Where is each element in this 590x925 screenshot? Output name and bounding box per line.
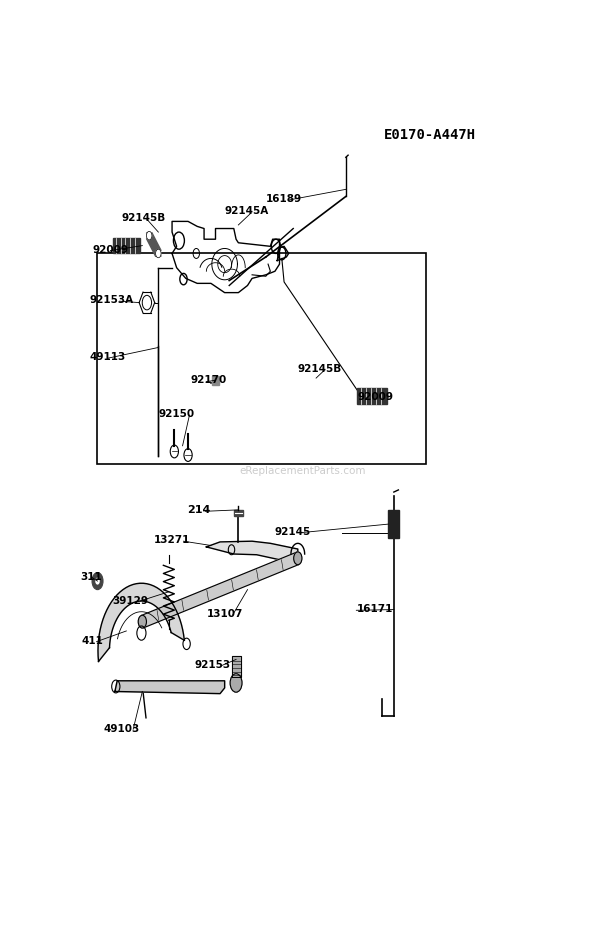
Text: 13107: 13107 bbox=[206, 609, 242, 619]
Text: 39129: 39129 bbox=[113, 596, 149, 606]
Text: 92145B: 92145B bbox=[122, 214, 166, 224]
Circle shape bbox=[95, 577, 100, 585]
Text: 214: 214 bbox=[187, 505, 211, 515]
Text: 92153: 92153 bbox=[195, 660, 231, 670]
Circle shape bbox=[92, 573, 103, 589]
Polygon shape bbox=[206, 541, 298, 560]
Polygon shape bbox=[113, 238, 140, 253]
Circle shape bbox=[294, 552, 302, 564]
Polygon shape bbox=[212, 376, 219, 385]
Text: 92153A: 92153A bbox=[90, 295, 134, 305]
Polygon shape bbox=[388, 510, 399, 538]
Text: 49103: 49103 bbox=[103, 724, 140, 734]
Polygon shape bbox=[234, 510, 243, 515]
Polygon shape bbox=[358, 388, 387, 403]
Circle shape bbox=[230, 673, 242, 692]
Text: 92150: 92150 bbox=[158, 409, 195, 419]
Text: 16189: 16189 bbox=[266, 194, 302, 204]
Polygon shape bbox=[141, 552, 299, 628]
Circle shape bbox=[146, 231, 152, 240]
Bar bbox=[97, 253, 426, 463]
Text: 13271: 13271 bbox=[154, 536, 190, 546]
Text: E0170-A447H: E0170-A447H bbox=[384, 129, 476, 142]
Text: 92145: 92145 bbox=[275, 527, 311, 536]
Text: 49113: 49113 bbox=[90, 352, 126, 363]
Polygon shape bbox=[98, 584, 184, 661]
Text: 92145B: 92145B bbox=[298, 364, 342, 375]
Polygon shape bbox=[231, 656, 241, 677]
Circle shape bbox=[138, 615, 146, 628]
Text: 92009: 92009 bbox=[358, 392, 394, 402]
Text: 92170: 92170 bbox=[191, 375, 227, 385]
Polygon shape bbox=[146, 239, 161, 256]
Circle shape bbox=[156, 249, 161, 258]
Text: 311: 311 bbox=[81, 572, 102, 582]
Text: 92145A: 92145A bbox=[225, 206, 269, 216]
Text: 16171: 16171 bbox=[356, 604, 393, 614]
Text: eReplacementParts.com: eReplacementParts.com bbox=[239, 465, 366, 475]
Polygon shape bbox=[146, 233, 161, 251]
Text: 92009: 92009 bbox=[92, 245, 128, 255]
Polygon shape bbox=[115, 681, 225, 694]
Text: 411: 411 bbox=[82, 635, 104, 646]
